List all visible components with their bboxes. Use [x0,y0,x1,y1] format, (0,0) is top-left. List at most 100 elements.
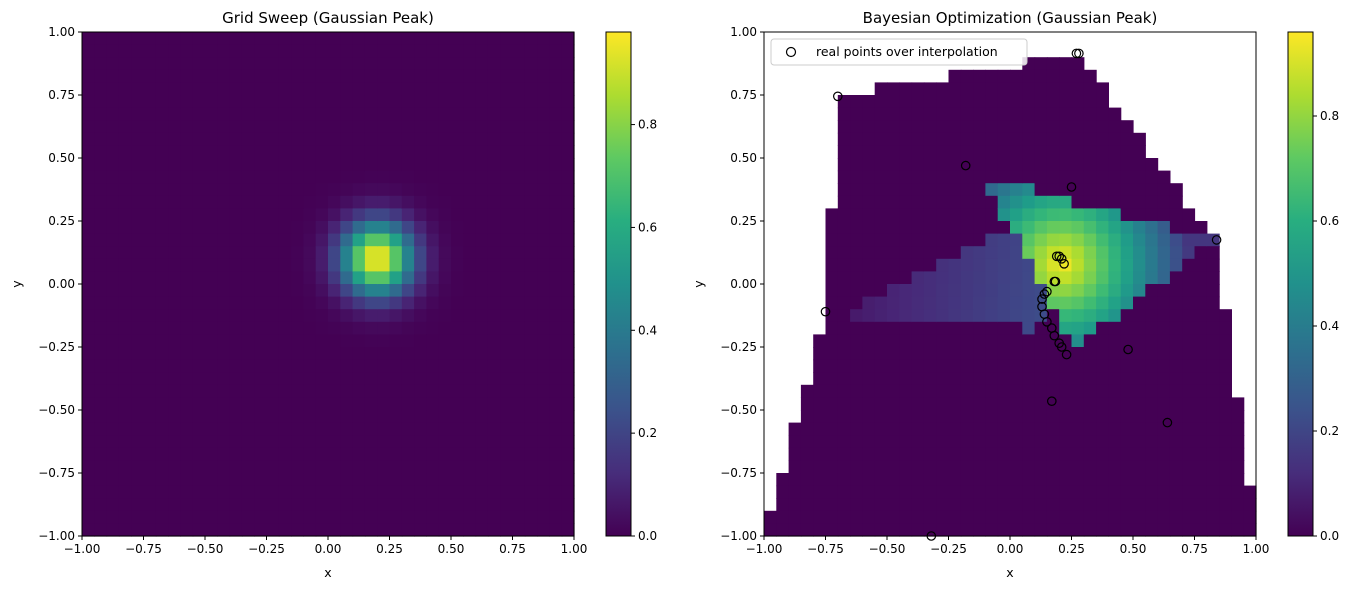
heatmap-cell [899,258,913,272]
heatmap-cell [837,422,851,436]
heatmap-cell [131,422,145,436]
heatmap-cell [1182,334,1196,348]
heatmap-cell [500,473,514,487]
heatmap-cell [960,107,974,121]
heatmap-cell [948,195,962,209]
heatmap-cell [1071,82,1085,96]
heatmap-cell [887,120,900,134]
heatmap-cell [788,523,802,537]
heatmap-cell [960,95,974,109]
heatmap-cell [463,498,477,512]
y-tick-label: −0.75 [720,466,757,480]
heatmap-cell [352,485,366,499]
heatmap-cell [328,145,341,159]
heatmap-cell [94,321,108,335]
heatmap-cell [205,208,218,222]
heatmap-cell [862,271,876,285]
heatmap-cell [549,372,563,386]
heatmap-cell [524,271,538,285]
heatmap-cell [389,422,403,436]
heatmap-cell [82,44,95,58]
heatmap-cell [463,397,477,411]
heatmap-cell [1071,384,1085,398]
heatmap-cell [377,460,391,474]
heatmap-cell [1034,435,1048,449]
x-tick-label: 0.50 [1120,542,1147,556]
heatmap-cell [192,158,206,172]
sample-point [960,160,971,171]
heatmap-cell [278,57,292,71]
heatmap-cell [1169,384,1183,398]
heatmap-cell [364,485,378,499]
heatmap-cell [192,246,206,260]
heatmap-cell [825,334,839,348]
heatmap-cell [997,334,1011,348]
heatmap-cell [1108,422,1122,436]
heatmap-cell [278,145,292,159]
heatmap-cell [936,347,950,361]
heatmap-cell [887,485,900,499]
heatmap-cell [549,271,563,285]
heatmap-cell [537,107,550,121]
heatmap-cell [561,120,575,134]
heatmap-cell [887,359,900,373]
heatmap-cell [1083,447,1097,461]
heatmap-cell [1034,510,1048,524]
heatmap-cell [389,284,403,298]
heatmap-cell [389,321,403,335]
heatmap-cell [389,359,403,373]
heatmap-cell [377,258,391,272]
heatmap-cell [266,258,280,272]
heatmap-cell [788,435,802,449]
heatmap-cell [118,372,132,386]
heatmap-cell [825,271,839,285]
heatmap-cell [985,410,999,424]
heatmap-cell [874,435,888,449]
heatmap-cell [340,258,354,272]
heatmap-cell [180,347,194,361]
heatmap-cell [241,95,255,109]
heatmap-cell [1206,498,1220,512]
heatmap-cell [911,422,925,436]
heatmap-cell [229,410,243,424]
heatmap-cell [1133,334,1146,348]
heatmap-cell [837,447,851,461]
heatmap-cell [997,435,1011,449]
heatmap-cell [377,120,391,134]
heatmap-cell [512,82,526,96]
heatmap-cell [143,82,157,96]
heatmap-cell [168,422,181,436]
heatmap-cell [377,183,391,197]
heatmap-cell [850,195,863,209]
heatmap-cell [217,158,231,172]
heatmap-cell [168,57,181,71]
heatmap-cell [923,296,937,310]
heatmap-cell [948,69,962,83]
heatmap-cell [500,347,514,361]
heatmap-cell [874,510,888,524]
heatmap-cell [389,296,403,310]
heatmap-cell [438,233,452,247]
heatmap-cell [241,170,255,184]
heatmap-cell [1194,510,1208,524]
heatmap-cell [315,460,329,474]
heatmap-cell [800,447,814,461]
heatmap-cell [537,95,550,109]
heatmap-cell [340,309,354,323]
heatmap-cell [315,510,329,524]
heatmap-cell [143,107,157,121]
heatmap-cell [451,296,464,310]
heatmap-cell [475,120,489,134]
heatmap-cell [850,271,863,285]
heatmap-cell [377,284,391,298]
heatmap-cell [537,460,550,474]
heatmap-cell [911,321,925,335]
heatmap-cell [1059,284,1073,298]
heatmap-cell [911,221,925,235]
heatmap-cell [776,473,790,487]
heatmap-cell [205,158,218,172]
heatmap-cell [377,347,391,361]
heatmap-cell [180,195,194,209]
heatmap-cell [960,258,974,272]
heatmap-cell [278,32,292,46]
